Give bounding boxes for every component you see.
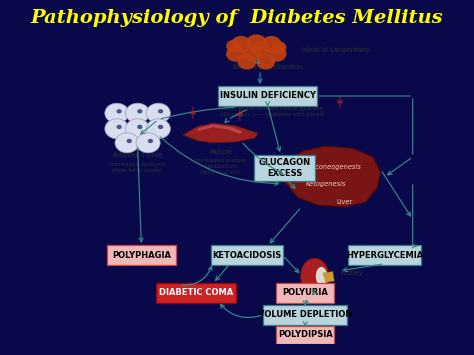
FancyBboxPatch shape [210,245,283,265]
Text: Ketonuria
Glycosuria: Ketonuria Glycosuria [292,293,323,304]
Circle shape [158,109,163,114]
Circle shape [126,119,150,139]
Circle shape [247,35,266,51]
FancyBboxPatch shape [263,305,347,324]
Text: Gluconeogenesis: Gluconeogenesis [305,164,362,170]
Circle shape [137,125,143,129]
Text: INSULIN DEFICIENCY: INSULIN DEFICIENCY [219,92,316,100]
Circle shape [272,42,286,53]
FancyBboxPatch shape [276,326,334,344]
Text: POLYURIA: POLYURIA [283,288,328,297]
Text: ╪: ╪ [189,106,195,118]
Circle shape [137,109,143,114]
FancyBboxPatch shape [156,283,236,303]
Circle shape [117,109,122,114]
Text: Liver: Liver [337,199,353,205]
Circle shape [227,47,244,61]
Text: HYPERGLYCEMIA: HYPERGLYCEMIA [346,251,423,260]
Circle shape [257,54,274,69]
Text: Muscle: Muscle [209,149,232,155]
Circle shape [136,133,160,153]
Text: Leads to decreased tissue glucose
utilization —— spillover into blood: Leads to decreased tissue glucose utiliz… [219,106,323,117]
Circle shape [115,133,139,153]
Text: KETOACIDOSIS: KETOACIDOSIS [212,251,282,260]
Circle shape [105,119,129,139]
Circle shape [148,139,153,143]
Ellipse shape [316,267,327,286]
Ellipse shape [301,258,329,294]
Circle shape [127,139,132,143]
FancyBboxPatch shape [276,283,334,303]
Circle shape [146,119,170,139]
Text: Beta-cell destruction: Beta-cell destruction [233,64,302,70]
Text: POLYDIPSIA: POLYDIPSIA [278,331,333,339]
Text: Kidney: Kidney [340,270,363,276]
Text: Islets of Langerhans: Islets of Langerhans [301,47,369,53]
Text: ╪: ╪ [336,95,342,107]
FancyBboxPatch shape [218,86,317,106]
Polygon shape [198,124,243,134]
Circle shape [232,37,251,52]
Circle shape [146,103,170,123]
Polygon shape [183,123,258,143]
Circle shape [252,42,268,56]
Polygon shape [323,272,334,283]
Text: GLUCAGON
EXCESS: GLUCAGON EXCESS [258,158,310,178]
Text: POLYPHAGIA: POLYPHAGIA [112,251,171,260]
Circle shape [158,125,163,129]
Text: VOLUME DEPLETION: VOLUME DEPLETION [258,310,353,319]
Polygon shape [284,146,381,207]
FancyBboxPatch shape [348,245,421,265]
Text: Ketogenesis: Ketogenesis [306,180,346,186]
Text: Increased protein
catabolism
(amino acids): Increased protein catabolism (amino acid… [195,158,246,175]
Text: ╪: ╪ [237,108,242,120]
FancyBboxPatch shape [107,245,176,265]
Text: Pathophysiology of  Diabetes Mellitus: Pathophysiology of Diabetes Mellitus [31,9,443,27]
Circle shape [105,103,129,123]
Text: Adipose Tissue: Adipose Tissue [113,152,163,158]
Circle shape [262,37,281,52]
Circle shape [227,40,240,51]
Circle shape [238,54,255,69]
Circle shape [126,103,150,123]
Text: Increased lipolysis
(free fatty acids): Increased lipolysis (free fatty acids) [110,163,165,173]
Text: DIABETIC COMA: DIABETIC COMA [159,288,233,297]
FancyBboxPatch shape [254,155,315,181]
Circle shape [117,125,122,129]
Circle shape [268,47,286,61]
Circle shape [244,47,261,61]
